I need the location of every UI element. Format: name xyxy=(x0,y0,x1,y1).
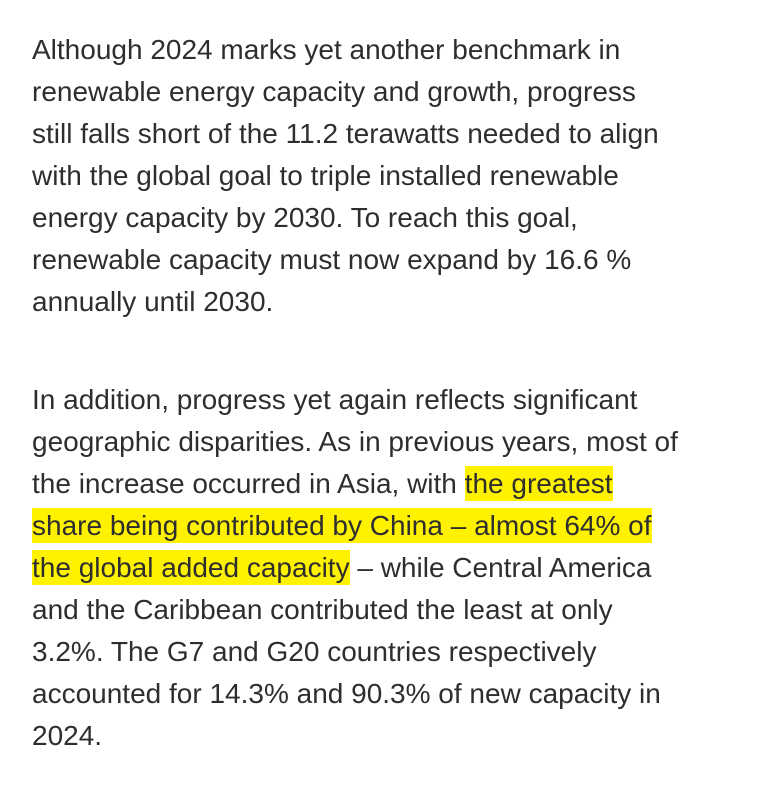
text-span: – while Central America xyxy=(349,552,652,583)
text-span: Although 2024 marks yet another benchmar… xyxy=(32,34,621,65)
text-line: 3.2%. The G7 and G20 countries respectiv… xyxy=(32,631,778,673)
text-span: accounted for 14.3% and 90.3% of new cap… xyxy=(32,678,661,709)
text-line: energy capacity by 2030. To reach this g… xyxy=(32,197,778,239)
text-line: renewable capacity must now expand by 16… xyxy=(32,239,778,281)
text-line: and the Caribbean contributed the least … xyxy=(32,589,778,631)
highlighted-text: the global added capacity xyxy=(32,550,350,585)
text-line: 2024. xyxy=(32,715,778,757)
text-span: the increase occurred in Asia, with xyxy=(32,468,465,499)
text-span: In addition, progress yet again reflects… xyxy=(32,384,638,415)
highlighted-text: the greatest xyxy=(464,466,613,501)
text-span: renewable energy capacity and growth, pr… xyxy=(32,76,636,107)
text-line: share being contributed by China – almos… xyxy=(32,505,778,547)
text-span: energy capacity by 2030. To reach this g… xyxy=(32,202,578,233)
text-line: geographic disparities. As in previous y… xyxy=(32,421,778,463)
text-line: the global added capacity – while Centra… xyxy=(32,547,778,589)
text-line: annually until 2030. xyxy=(32,281,778,323)
text-span: with the global goal to triple installed… xyxy=(32,160,619,191)
text-span: renewable capacity must now expand by 16… xyxy=(32,244,632,275)
text-span: geographic disparities. As in previous y… xyxy=(32,426,678,457)
paragraph: In addition, progress yet again reflects… xyxy=(32,379,778,757)
text-line: renewable energy capacity and growth, pr… xyxy=(32,71,778,113)
text-line: with the global goal to triple installed… xyxy=(32,155,778,197)
text-span: and the Caribbean contributed the least … xyxy=(32,594,613,625)
text-span: 2024. xyxy=(32,720,103,751)
highlighted-text: share being contributed by China – almos… xyxy=(32,508,652,543)
text-line: In addition, progress yet again reflects… xyxy=(32,379,778,421)
text-line: Although 2024 marks yet another benchmar… xyxy=(32,29,778,71)
text-span: 3.2%. The G7 and G20 countries respectiv… xyxy=(32,636,597,667)
paragraph: Although 2024 marks yet another benchmar… xyxy=(32,29,778,323)
text-span: still falls short of the 11.2 terawatts … xyxy=(32,118,659,149)
text-line: accounted for 14.3% and 90.3% of new cap… xyxy=(32,673,778,715)
text-span: annually until 2030. xyxy=(32,286,274,317)
text-line: the increase occurred in Asia, with the … xyxy=(32,463,778,505)
text-line: still falls short of the 11.2 terawatts … xyxy=(32,113,778,155)
